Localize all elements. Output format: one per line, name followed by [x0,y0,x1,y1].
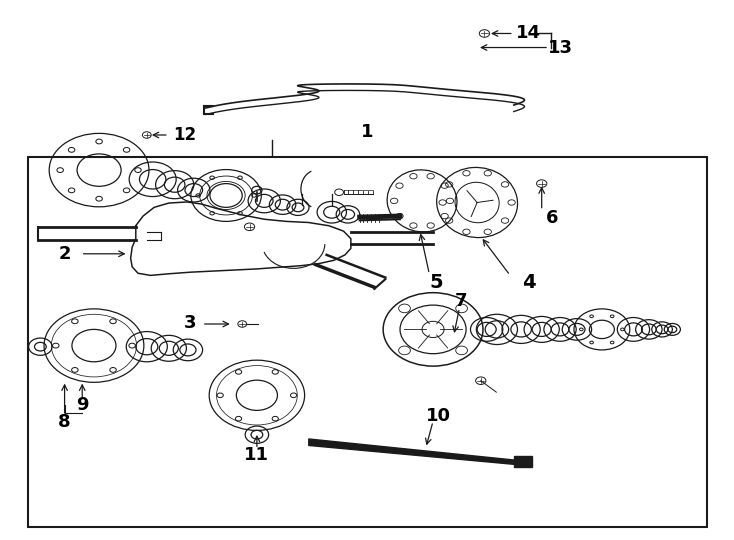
Text: 2: 2 [58,245,71,263]
Text: 3: 3 [184,314,197,332]
Text: 12: 12 [173,126,197,144]
Text: 4: 4 [522,273,535,293]
Text: 8: 8 [58,413,71,431]
Text: 7: 7 [454,292,468,310]
Text: 14: 14 [516,24,541,43]
Bar [28,157,707,526]
Text: 10: 10 [426,407,451,425]
Polygon shape [514,456,532,467]
Text: 1: 1 [360,123,374,141]
Text: 13: 13 [548,38,573,57]
Text: 6: 6 [545,208,559,227]
Text: 5: 5 [429,273,443,293]
Text: 9: 9 [76,396,89,414]
Text: 11: 11 [244,446,269,464]
